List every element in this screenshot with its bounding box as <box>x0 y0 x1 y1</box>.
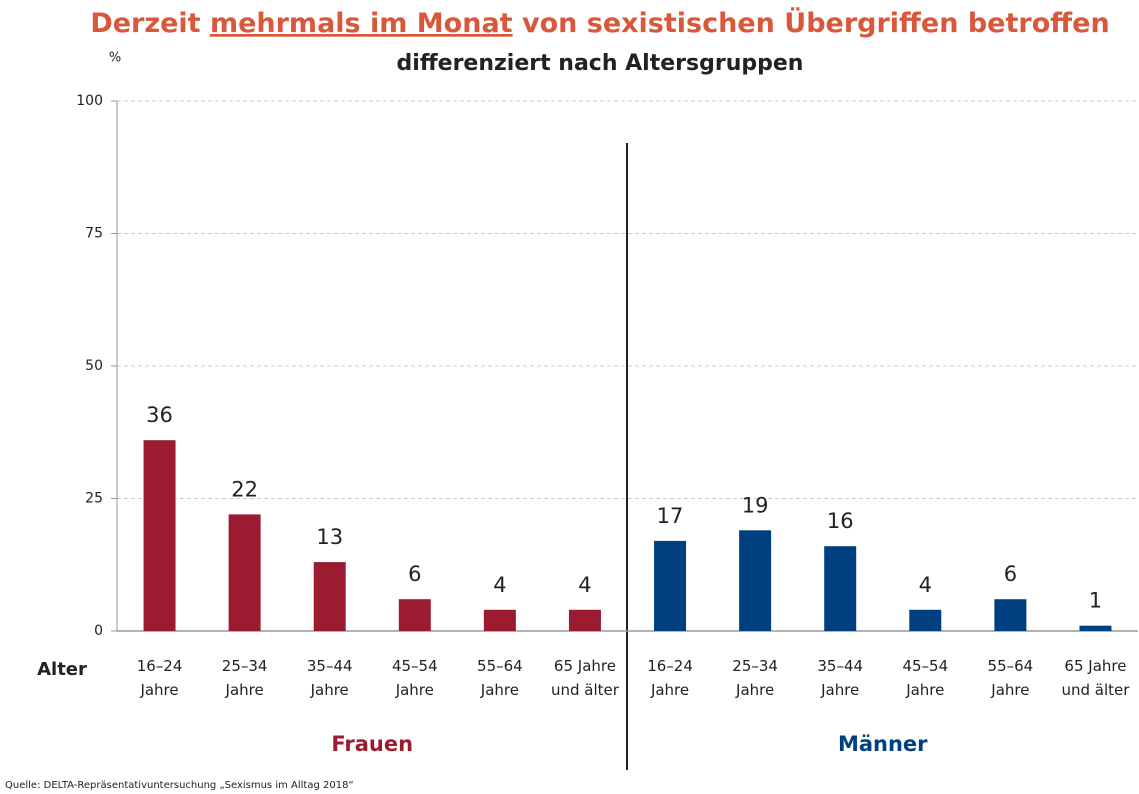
x-tick-label-line: 16–24 <box>137 657 183 675</box>
x-tick-label-line: 55–64 <box>988 657 1034 675</box>
data-label: 4 <box>578 573 591 597</box>
source-note: Quelle: DELTA-Repräsentativuntersuchung … <box>5 780 354 791</box>
data-label: 17 <box>657 504 684 528</box>
bar <box>1079 625 1112 631</box>
x-tick-label-line: Jahre <box>990 681 1029 699</box>
x-tick-label-line: 65 Jahre <box>554 657 616 675</box>
bar <box>994 599 1027 631</box>
x-tick-label: 55–64 Jahre <box>988 657 1034 699</box>
x-axis-label: Alter <box>37 659 87 680</box>
data-label: 6 <box>408 562 421 586</box>
bar <box>568 609 601 631</box>
x-tick-label-line: Jahre <box>905 681 944 699</box>
y-tick-label: 0 <box>94 623 103 639</box>
x-tick-label: 35–44 Jahre <box>817 657 863 699</box>
bar <box>398 599 431 631</box>
data-label: 6 <box>1004 562 1017 586</box>
chart-subtitle: differenziert nach Altersgruppen <box>397 51 804 76</box>
x-tick-label-line: 25–34 <box>222 657 268 675</box>
x-tick-label-line: Jahre <box>225 681 264 699</box>
x-tick-label-line: und älter <box>1061 681 1130 699</box>
x-tick-label-line: Jahre <box>395 681 434 699</box>
x-tick-label: 65 Jahre und älter <box>1061 657 1130 699</box>
x-tick-label-line: 65 Jahre <box>1064 657 1126 675</box>
legend-label: Frauen <box>331 732 413 756</box>
legend-label: Männer <box>838 732 928 756</box>
bar <box>143 440 176 631</box>
y-tick-label: 25 <box>85 491 103 507</box>
data-label: 4 <box>919 573 932 597</box>
x-tick-label-line: 35–44 <box>817 657 863 675</box>
data-label: 19 <box>742 493 769 517</box>
x-tick-label-line: 35–44 <box>307 657 353 675</box>
y-tick-label: 50 <box>85 358 103 374</box>
x-tick-label: 45–54 Jahre <box>392 657 438 699</box>
x-tick-label-line: Jahre <box>650 681 689 699</box>
data-label: 16 <box>827 509 854 533</box>
title-part: von sexistischen Übergriffen betroffen <box>522 6 1110 39</box>
data-label: 1 <box>1089 589 1102 613</box>
bar <box>909 609 942 631</box>
x-tick-label-line: 25–34 <box>732 657 778 675</box>
bar <box>313 562 346 631</box>
x-tick-label-line: Jahre <box>735 681 774 699</box>
x-tick-label: 55–64 Jahre <box>477 657 523 699</box>
x-tick-label: 25–34 Jahre <box>732 657 778 699</box>
bar <box>483 609 516 631</box>
x-tick-label-line: Jahre <box>820 681 859 699</box>
data-label: 36 <box>146 403 173 427</box>
y-tick-label: 75 <box>85 226 103 242</box>
x-tick-label-line: 45–54 <box>902 657 948 675</box>
x-tick-label-line: 16–24 <box>647 657 693 675</box>
title-part: mehrmals im Monat <box>210 8 513 39</box>
chart-title: Derzeit mehrmals im Monat von sexistisch… <box>90 6 1109 39</box>
x-tick-label: 16–24 Jahre <box>137 657 183 699</box>
data-label: 4 <box>493 573 506 597</box>
x-tick-label: 35–44 Jahre <box>307 657 353 699</box>
x-tick-label: 45–54 Jahre <box>902 657 948 699</box>
x-tick-label-line: Jahre <box>310 681 349 699</box>
x-tick-label-line: Jahre <box>139 681 178 699</box>
y-unit: % <box>109 51 121 66</box>
bar <box>824 546 857 631</box>
x-tick-label: 65 Jahre und älter <box>551 657 620 699</box>
x-tick-label-line: 45–54 <box>392 657 438 675</box>
x-tick-label: 25–34 Jahre <box>222 657 268 699</box>
title-part: Derzeit <box>90 8 200 39</box>
bar <box>228 514 261 631</box>
x-tick-label-line: 55–64 <box>477 657 523 675</box>
x-tick-label: 16–24 Jahre <box>647 657 693 699</box>
y-tick-label: 100 <box>76 93 103 109</box>
bar <box>739 530 772 631</box>
data-label: 13 <box>316 525 343 549</box>
x-tick-label-line: und älter <box>551 681 620 699</box>
bar <box>654 540 687 631</box>
data-label: 22 <box>231 477 258 501</box>
x-tick-label-line: Jahre <box>480 681 519 699</box>
